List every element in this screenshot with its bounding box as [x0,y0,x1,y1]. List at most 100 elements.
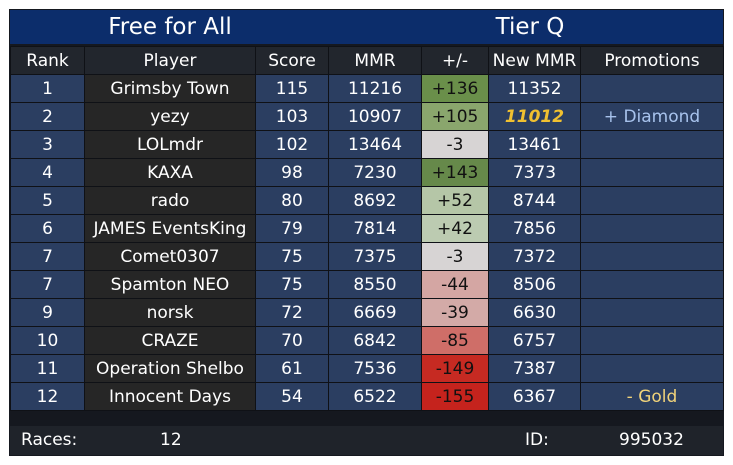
column-header-new-mmr: New MMR [488,46,581,75]
column-header-delta: +/- [421,46,489,75]
new-mmr-cell: 6367 [488,382,581,411]
score-cell: 115 [255,74,329,103]
rank-cell: 7 [10,270,85,299]
results-table: Rank Player Score MMR +/- New MMR Promot… [10,46,724,411]
table-row: 3 LOLmdr 102 13464 -3 13461 [10,130,724,159]
races-value: 12 [160,430,182,450]
title-bar: Free for All Tier Q [10,10,723,44]
new-mmr-cell: 6630 [488,298,581,327]
delta-cell: -3 [421,130,489,159]
promotion-cell [580,158,724,187]
player-cell: CRAZE [84,326,256,355]
player-cell: Grimsby Town [84,74,256,103]
mmr-cell: 6669 [328,298,422,327]
score-cell: 80 [255,186,329,215]
player-cell: rado [84,186,256,215]
rank-cell: 11 [10,354,85,383]
player-cell: JAMES EventsKing [84,214,256,243]
mmr-cell: 7375 [328,242,422,271]
results-table-panel: Free for All Tier Q Rank Player Score MM… [9,9,724,456]
promotion-cell [580,242,724,271]
table-row: 10 CRAZE 70 6842 -85 6757 [10,326,724,355]
table-row: 5 rado 80 8692 +52 8744 [10,186,724,215]
mmr-cell: 11216 [328,74,422,103]
column-header-promotions: Promotions [580,46,724,75]
score-cell: 75 [255,270,329,299]
new-mmr-cell: 13461 [488,130,581,159]
promotion-cell [580,298,724,327]
score-cell: 61 [255,354,329,383]
score-cell: 70 [255,326,329,355]
delta-cell: -149 [421,354,489,383]
player-cell: Innocent Days [84,382,256,411]
rank-cell: 3 [10,130,85,159]
column-header-score: Score [255,46,329,75]
player-cell: norsk [84,298,256,327]
delta-cell: -3 [421,242,489,271]
player-cell: yezy [84,102,256,131]
new-mmr-cell: 11012 [488,102,581,131]
mode-title: Free for All [108,14,232,40]
promotion-cell: + Diamond [580,102,724,131]
delta-cell: -155 [421,382,489,411]
delta-cell: +105 [421,102,489,131]
promotion-cell: - Gold [580,382,724,411]
mmr-cell: 8692 [328,186,422,215]
promotion-cell [580,74,724,103]
promotion-cell [580,270,724,299]
mmr-cell: 7230 [328,158,422,187]
rank-cell: 2 [10,102,85,131]
delta-cell: +52 [421,186,489,215]
rank-cell: 12 [10,382,85,411]
new-mmr-cell: 11352 [488,74,581,103]
rank-cell: 7 [10,242,85,271]
delta-cell: -44 [421,270,489,299]
score-cell: 103 [255,102,329,131]
mmr-cell: 13464 [328,130,422,159]
table-row: 6 JAMES EventsKing 79 7814 +42 7856 [10,214,724,243]
new-mmr-cell: 8744 [488,186,581,215]
promotion-cell [580,186,724,215]
score-cell: 75 [255,242,329,271]
new-mmr-cell: 7372 [488,242,581,271]
player-cell: Spamton NEO [84,270,256,299]
player-cell: LOLmdr [84,130,256,159]
new-mmr-cell: 6757 [488,326,581,355]
id-label: ID: [525,430,549,450]
mmr-cell: 10907 [328,102,422,131]
score-cell: 79 [255,214,329,243]
mmr-cell: 6522 [328,382,422,411]
new-mmr-cell: 8506 [488,270,581,299]
new-mmr-cell: 7856 [488,214,581,243]
delta-cell: -85 [421,326,489,355]
mmr-cell: 6842 [328,326,422,355]
delta-cell: +136 [421,74,489,103]
rank-cell: 5 [10,186,85,215]
column-header-rank: Rank [10,46,85,75]
races-label: Races: [21,430,78,450]
table-row: 12 Innocent Days 54 6522 -155 6367- Gold [10,382,724,411]
table-row: 9 norsk 72 6669 -39 6630 [10,298,724,327]
mmr-cell: 8550 [328,270,422,299]
delta-cell: -39 [421,298,489,327]
column-header-mmr: MMR [328,46,422,75]
player-cell: Operation Shelbo [84,354,256,383]
rank-cell: 10 [10,326,85,355]
promotion-cell [580,326,724,355]
promotion-cell [580,130,724,159]
rank-cell: 6 [10,214,85,243]
rank-cell: 4 [10,158,85,187]
mmr-cell: 7536 [328,354,422,383]
player-cell: KAXA [84,158,256,187]
table-row: 4 KAXA 98 7230 +143 7373 [10,158,724,187]
new-mmr-cell: 7373 [488,158,581,187]
delta-cell: +143 [421,158,489,187]
new-mmr-cell: 7387 [488,354,581,383]
tier-title: Tier Q [495,14,565,40]
score-cell: 102 [255,130,329,159]
id-value: 995032 [619,430,684,450]
table-row: 2 yezy 103 10907 +105 11012 + Diamond [10,102,724,131]
rank-cell: 9 [10,298,85,327]
table-row: 7 Comet0307 75 7375 -3 7372 [10,242,724,271]
table-row: 11 Operation Shelbo 61 7536 -149 7387 [10,354,724,383]
